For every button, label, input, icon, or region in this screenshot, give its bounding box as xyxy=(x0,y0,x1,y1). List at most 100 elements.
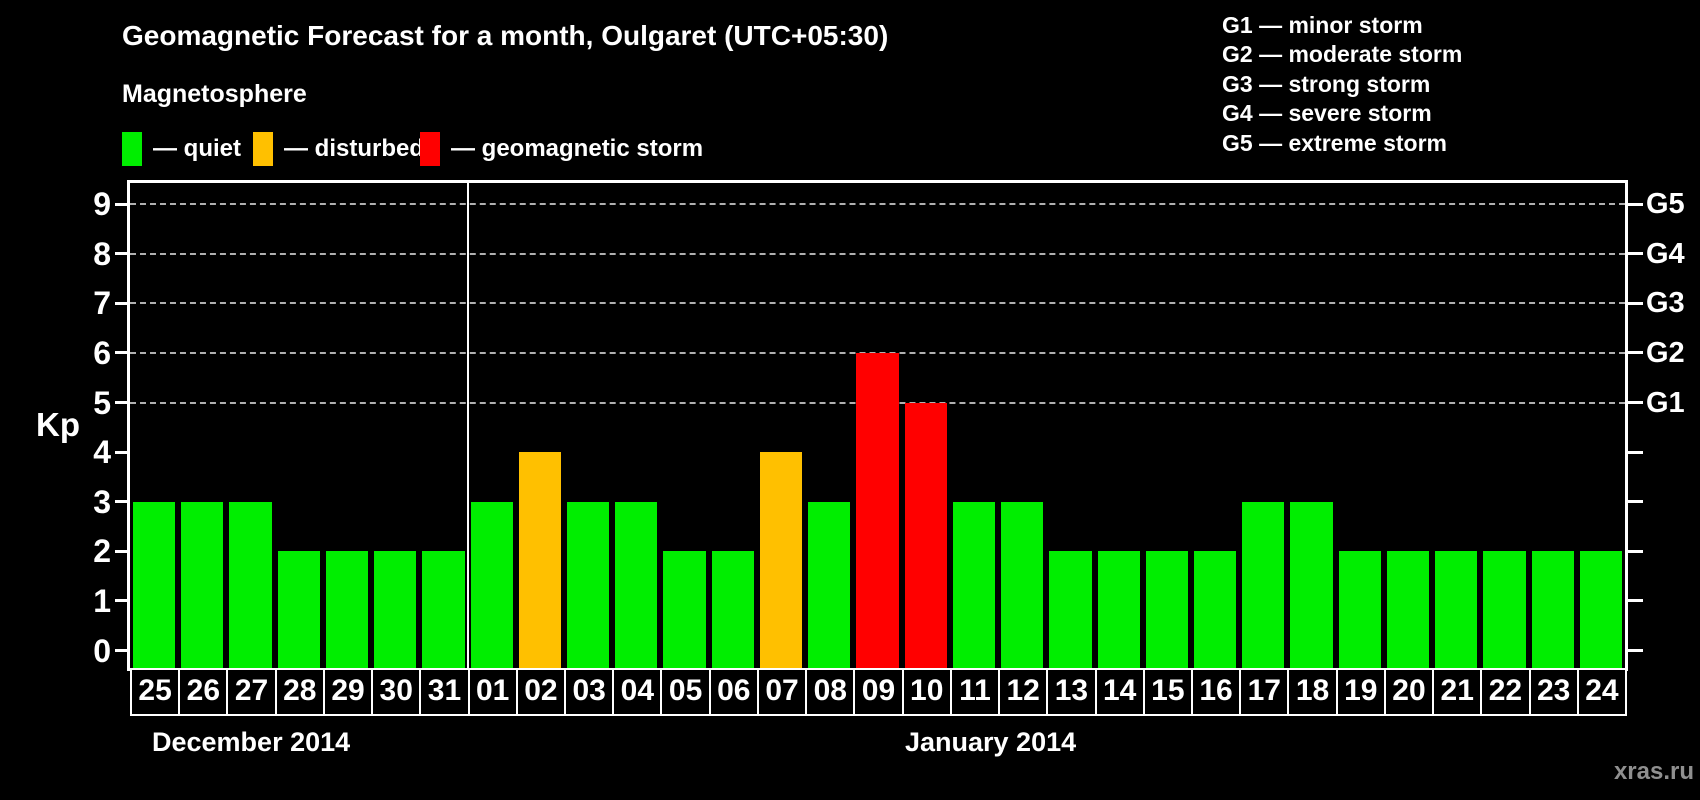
y-tick-label-3: 3 xyxy=(93,483,111,520)
day-label-15: 15 xyxy=(1142,668,1193,716)
kp-bar-01 xyxy=(470,501,513,668)
kp-bar-22 xyxy=(1483,551,1526,668)
day-label-17: 17 xyxy=(1239,668,1290,716)
y-tick-left-8 xyxy=(115,252,130,256)
kp-bar-09 xyxy=(856,352,899,668)
page-title: Geomagnetic Forecast for a month, Oulgar… xyxy=(122,20,889,51)
gridline-kp-9 xyxy=(130,203,1625,206)
kp-bar-13 xyxy=(1049,551,1092,668)
kp-bar-14 xyxy=(1097,551,1140,668)
y-tick-right-0 xyxy=(1628,649,1643,652)
day-label-02: 02 xyxy=(515,668,567,716)
kp-bar-05 xyxy=(663,551,706,668)
day-label-22: 22 xyxy=(1480,668,1531,716)
day-label-29: 29 xyxy=(322,668,374,716)
day-label-19: 19 xyxy=(1335,668,1386,716)
y-tick-label-0: 0 xyxy=(93,632,111,669)
g-legend-line-5: G5 — extreme storm xyxy=(1222,129,1447,156)
legend-item-label: — geomagnetic storm xyxy=(451,135,704,162)
day-label-24: 24 xyxy=(1576,668,1627,716)
kp-bar-31 xyxy=(422,551,465,668)
day-label-16: 16 xyxy=(1190,668,1242,716)
kp-bar-20 xyxy=(1386,551,1430,668)
y-tick-right-1 xyxy=(1628,599,1643,603)
y-tick-right-6 xyxy=(1628,351,1643,355)
day-label-30: 30 xyxy=(371,668,422,716)
kp-bar-18 xyxy=(1290,501,1333,668)
day-label-13: 13 xyxy=(1046,668,1097,716)
kp-bar-11 xyxy=(952,501,996,668)
y-tick-right-3 xyxy=(1628,500,1643,504)
month-label: January 2014 xyxy=(905,727,1077,757)
y-tick-right-4 xyxy=(1628,450,1643,454)
gridline-kp-7 xyxy=(130,302,1625,305)
y-tick-left-0 xyxy=(115,649,130,652)
y-tick-left-2 xyxy=(115,549,130,553)
g-legend-line-3: G3 — strong storm xyxy=(1222,70,1431,97)
kp-bar-19 xyxy=(1338,551,1381,668)
y-tick-label-1: 1 xyxy=(93,582,111,619)
disturbed-swatch xyxy=(253,132,273,166)
day-label-21: 21 xyxy=(1432,668,1483,716)
g-legend-line-4: G4 — severe storm xyxy=(1222,100,1432,127)
y-tick-left-5 xyxy=(115,401,130,404)
legend-item-label: — disturbed xyxy=(284,135,425,162)
legend-item-disturbed: — disturbed xyxy=(253,131,424,167)
y-tick-left-1 xyxy=(115,599,130,603)
kp-bar-30 xyxy=(374,551,417,668)
kp-bar-10 xyxy=(904,402,947,668)
quiet-swatch xyxy=(122,132,142,166)
day-label-01: 01 xyxy=(467,668,518,716)
kp-bar-17 xyxy=(1242,501,1285,668)
y-tick-label-7: 7 xyxy=(93,285,111,322)
kp-bar-29 xyxy=(325,551,369,668)
y-tick-left-9 xyxy=(115,202,130,206)
kp-bar-15 xyxy=(1145,551,1188,668)
y-tick-right-8 xyxy=(1628,252,1643,256)
g-axis-label-G4: G4 xyxy=(1646,237,1685,270)
day-label-05: 05 xyxy=(660,668,711,716)
day-label-23: 23 xyxy=(1528,668,1579,716)
kp-bar-12 xyxy=(1001,501,1044,668)
legend-item-storm: — geomagnetic storm xyxy=(420,131,703,167)
day-label-28: 28 xyxy=(274,668,325,716)
day-label-20: 20 xyxy=(1383,668,1435,716)
day-label-31: 31 xyxy=(419,668,470,716)
y-tick-left-4 xyxy=(115,450,130,454)
legend-item-quiet: — quiet xyxy=(122,131,241,167)
y-axis-label: Kp xyxy=(36,406,80,443)
legend-item-label: — quiet xyxy=(153,135,241,162)
kp-bar-21 xyxy=(1435,551,1478,668)
y-tick-label-4: 4 xyxy=(93,434,111,471)
day-label-25: 25 xyxy=(130,668,181,716)
day-label-18: 18 xyxy=(1287,668,1338,716)
kp-bar-16 xyxy=(1193,551,1237,668)
day-label-11: 11 xyxy=(949,668,1001,716)
day-label-07: 07 xyxy=(756,668,808,716)
kp-bar-04 xyxy=(615,501,658,668)
kp-bar-08 xyxy=(808,501,851,668)
day-label-09: 09 xyxy=(853,668,904,716)
g-axis-label-G2: G2 xyxy=(1646,336,1685,369)
day-label-27: 27 xyxy=(226,668,277,716)
gridline-kp-8 xyxy=(130,252,1625,255)
y-tick-label-2: 2 xyxy=(93,533,111,570)
day-label-03: 03 xyxy=(564,668,615,716)
y-tick-label-5: 5 xyxy=(93,384,111,421)
y-tick-right-5 xyxy=(1628,401,1643,404)
g-axis-label-G5: G5 xyxy=(1646,188,1685,221)
y-tick-label-6: 6 xyxy=(93,334,111,371)
day-label-08: 08 xyxy=(805,668,856,716)
day-label-10: 10 xyxy=(901,668,952,716)
y-tick-label-8: 8 xyxy=(93,235,111,272)
g-axis-label-G1: G1 xyxy=(1646,386,1685,419)
y-tick-right-7 xyxy=(1628,301,1643,305)
g-legend-line-1: G1 — minor storm xyxy=(1222,12,1423,38)
y-tick-left-7 xyxy=(115,301,130,305)
day-label-06: 06 xyxy=(708,668,759,716)
kp-bar-28 xyxy=(277,551,320,668)
g-axis-label-G3: G3 xyxy=(1646,287,1685,320)
kp-bar-07 xyxy=(759,452,803,668)
